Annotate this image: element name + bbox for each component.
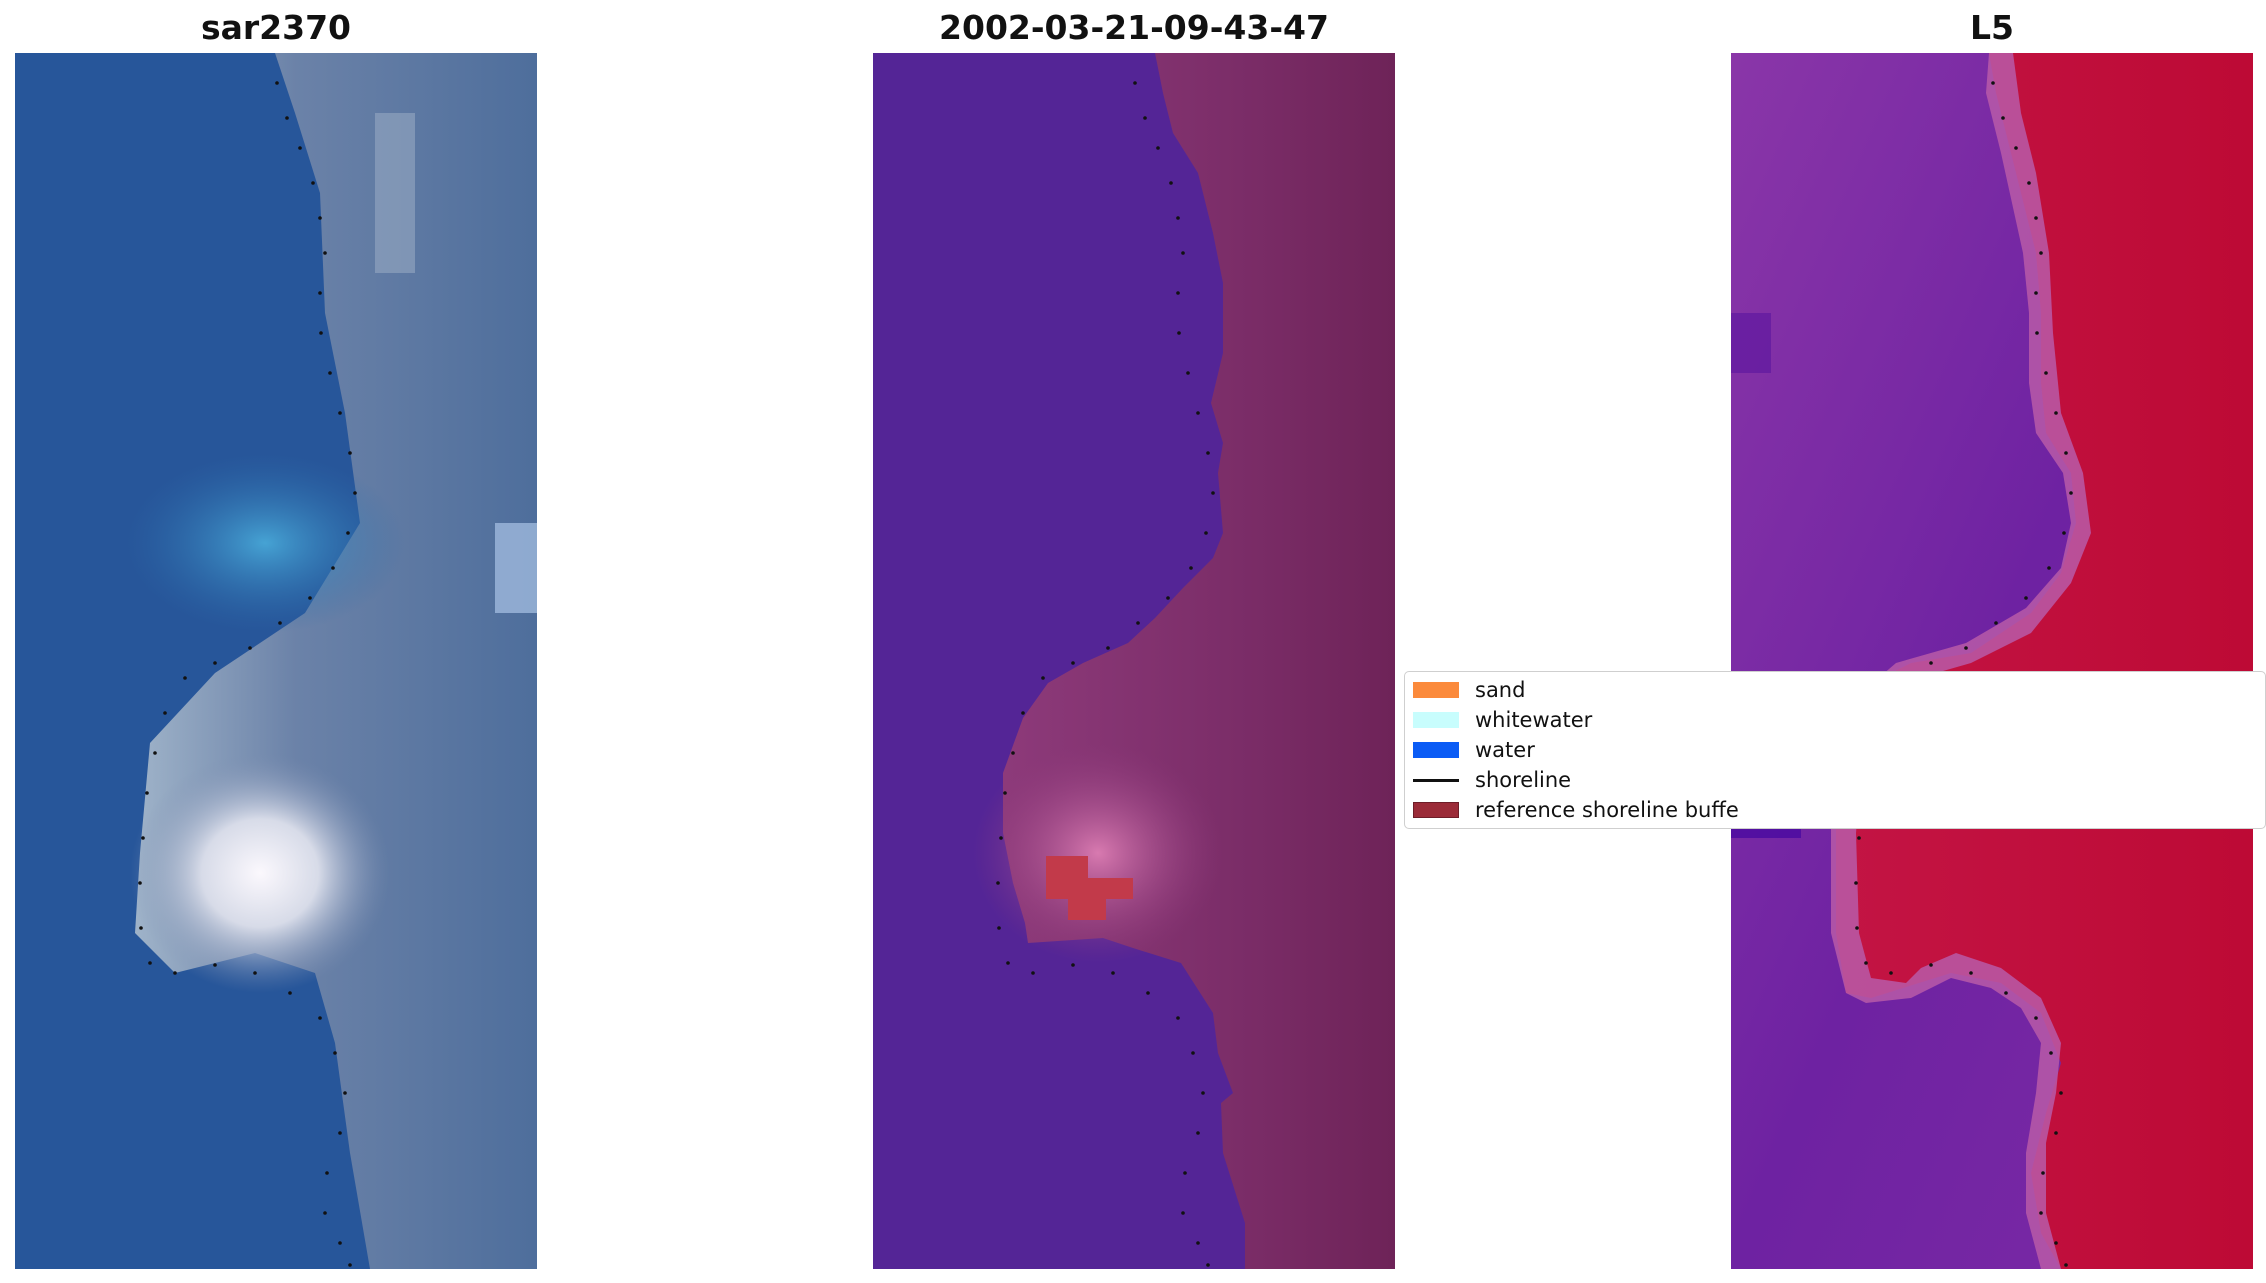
legend-item-reference-buffer: reference shoreline buffe bbox=[1413, 798, 1739, 822]
reference-buffer-swatch bbox=[1413, 802, 1459, 818]
rgb-image bbox=[15, 53, 537, 1269]
legend-label-reference-buffer: reference shoreline buffe bbox=[1475, 798, 1739, 822]
classified-image bbox=[873, 53, 1395, 1269]
legend-item-sand: sand bbox=[1413, 678, 1525, 702]
legend: sand whitewater water shoreline referenc… bbox=[1404, 671, 2266, 829]
shoreline-dots bbox=[996, 81, 1215, 1267]
legend-item-whitewater: whitewater bbox=[1413, 708, 1592, 732]
index-image bbox=[1731, 53, 2253, 1269]
sand-swatch bbox=[1413, 682, 1459, 698]
water-swatch bbox=[1413, 742, 1459, 758]
legend-label-whitewater: whitewater bbox=[1475, 708, 1593, 732]
shoreline-dots bbox=[138, 81, 357, 1267]
legend-label-water: water bbox=[1475, 738, 1535, 762]
classified-image-panel bbox=[873, 53, 1395, 1269]
whitewater-swatch bbox=[1413, 712, 1459, 728]
legend-label-shoreline: shoreline bbox=[1475, 768, 1572, 792]
shoreline-line-swatch bbox=[1413, 778, 1459, 782]
mndwi-image-panel bbox=[1731, 53, 2253, 1269]
legend-item-shoreline: shoreline bbox=[1413, 768, 1571, 792]
panel-title-index: L5 bbox=[1970, 8, 2014, 47]
panel-title-rgb: sar2370 bbox=[200, 8, 352, 47]
panel-title-classified: 2002-03-21-09-43-47 bbox=[939, 8, 1329, 47]
legend-item-water: water bbox=[1413, 738, 1535, 762]
legend-label-sand: sand bbox=[1475, 678, 1526, 702]
rgb-image-panel bbox=[15, 53, 537, 1269]
